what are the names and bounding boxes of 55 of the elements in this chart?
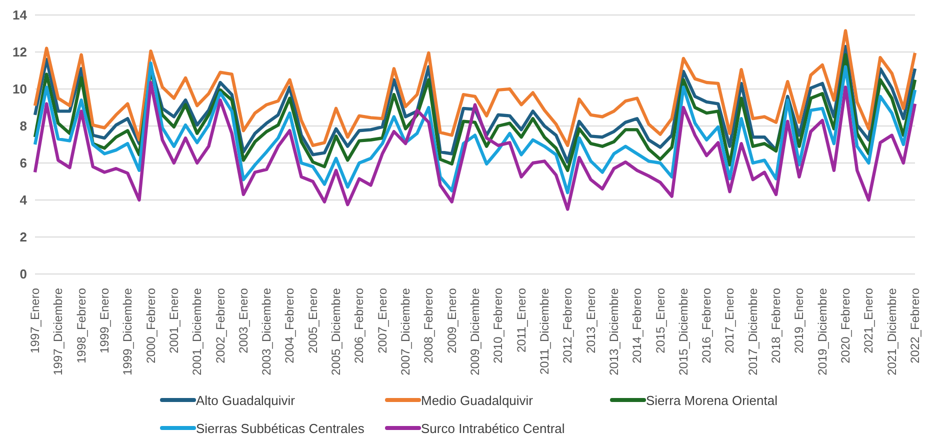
- y-tick-label: 0: [20, 266, 27, 282]
- x-tick-label: 2008_Febrero: [422, 288, 436, 364]
- x-tick-label: 2007_Enero: [375, 288, 390, 354]
- x-tick-label: 2005_Diciembre: [329, 288, 344, 376]
- x-tick-label: 2009_Diciembre: [468, 288, 482, 376]
- x-tick-label: 2001_Diciembre: [190, 288, 204, 376]
- x-tick-label: 2000_Febrero: [144, 288, 158, 364]
- x-tick-label: 2017_Diciembre: [746, 288, 760, 376]
- y-tick-label: 10: [12, 82, 27, 97]
- y-tick-label: 12: [12, 44, 27, 60]
- x-tick-label: 2011_Diciembre: [537, 288, 552, 374]
- x-tick-label: 2019_Diciembre: [815, 288, 830, 376]
- x-tick-label: 2003_Diciembre: [260, 288, 274, 376]
- x-tick-label: 2020_Febrero: [838, 288, 853, 364]
- x-tick-label: 1999_Enero: [97, 288, 112, 354]
- legend-label: Sierra Morena Oriental: [646, 392, 778, 408]
- x-tick-label: 2017_Enero: [722, 288, 737, 354]
- x-tick-label: 1998_Febrero: [74, 288, 88, 364]
- y-tick-label: 14: [12, 8, 28, 23]
- x-tick-label: 2016_Febrero: [700, 288, 714, 364]
- x-tick-label: 2022_Febrero: [908, 288, 922, 364]
- x-tick-label: 2018_Febrero: [769, 288, 784, 364]
- y-tick-label: 2: [20, 230, 27, 245]
- x-tick-label: 1997_Diciembre: [51, 288, 66, 376]
- x-tick-label: 2002_Febrero: [213, 288, 228, 364]
- x-tick-label: 2006_Febrero: [352, 288, 366, 364]
- x-tick-label: 2014_Febrero: [630, 288, 644, 364]
- x-tick-label: 2007_Diciembre: [398, 288, 413, 376]
- x-tick-label: 2013_Diciembre: [606, 288, 621, 376]
- legend-label: Medio Guadalquivir: [421, 392, 534, 408]
- x-tick-label: 2011_Enero: [514, 288, 528, 352]
- line-series: [33, 80, 917, 211]
- y-tick-label: 4: [20, 192, 28, 208]
- x-tick-label: 2005_Enero: [306, 288, 320, 354]
- x-tick-label: 2019_Enero: [792, 288, 806, 354]
- x-tick-label: 2001_Enero: [166, 288, 181, 354]
- x-tick-label: 1999_Diciembre: [120, 288, 135, 376]
- x-tick-label: 1997_Enero: [28, 288, 42, 354]
- x-tick-label: 2012_Febrero: [560, 288, 575, 364]
- x-tick-label: 2021_Diciembre: [884, 288, 899, 376]
- x-tick-label: 2021_Enero: [862, 288, 876, 354]
- legend-label: Alto Guadalquivir: [196, 392, 295, 408]
- legend-label: Sierras Subbéticas Centrales: [196, 420, 364, 436]
- x-tick-label: 2010_Febrero: [491, 288, 506, 364]
- x-tick-label: 2003_Enero: [236, 288, 250, 354]
- x-tick-label: 2013_Enero: [584, 288, 598, 354]
- line-series: [33, 62, 917, 194]
- x-tick-label: 2009_Enero: [444, 288, 459, 354]
- y-tick-label: 6: [20, 156, 27, 171]
- line-series: [33, 29, 917, 148]
- legend-label: Surco Intrabético Central: [421, 420, 565, 436]
- x-tick-label: 2004_Febrero: [282, 288, 297, 364]
- x-tick-label: 2015_Enero: [653, 288, 668, 354]
- y-tick-label: 8: [20, 118, 27, 134]
- x-tick-label: 2015_Diciembre: [676, 288, 690, 376]
